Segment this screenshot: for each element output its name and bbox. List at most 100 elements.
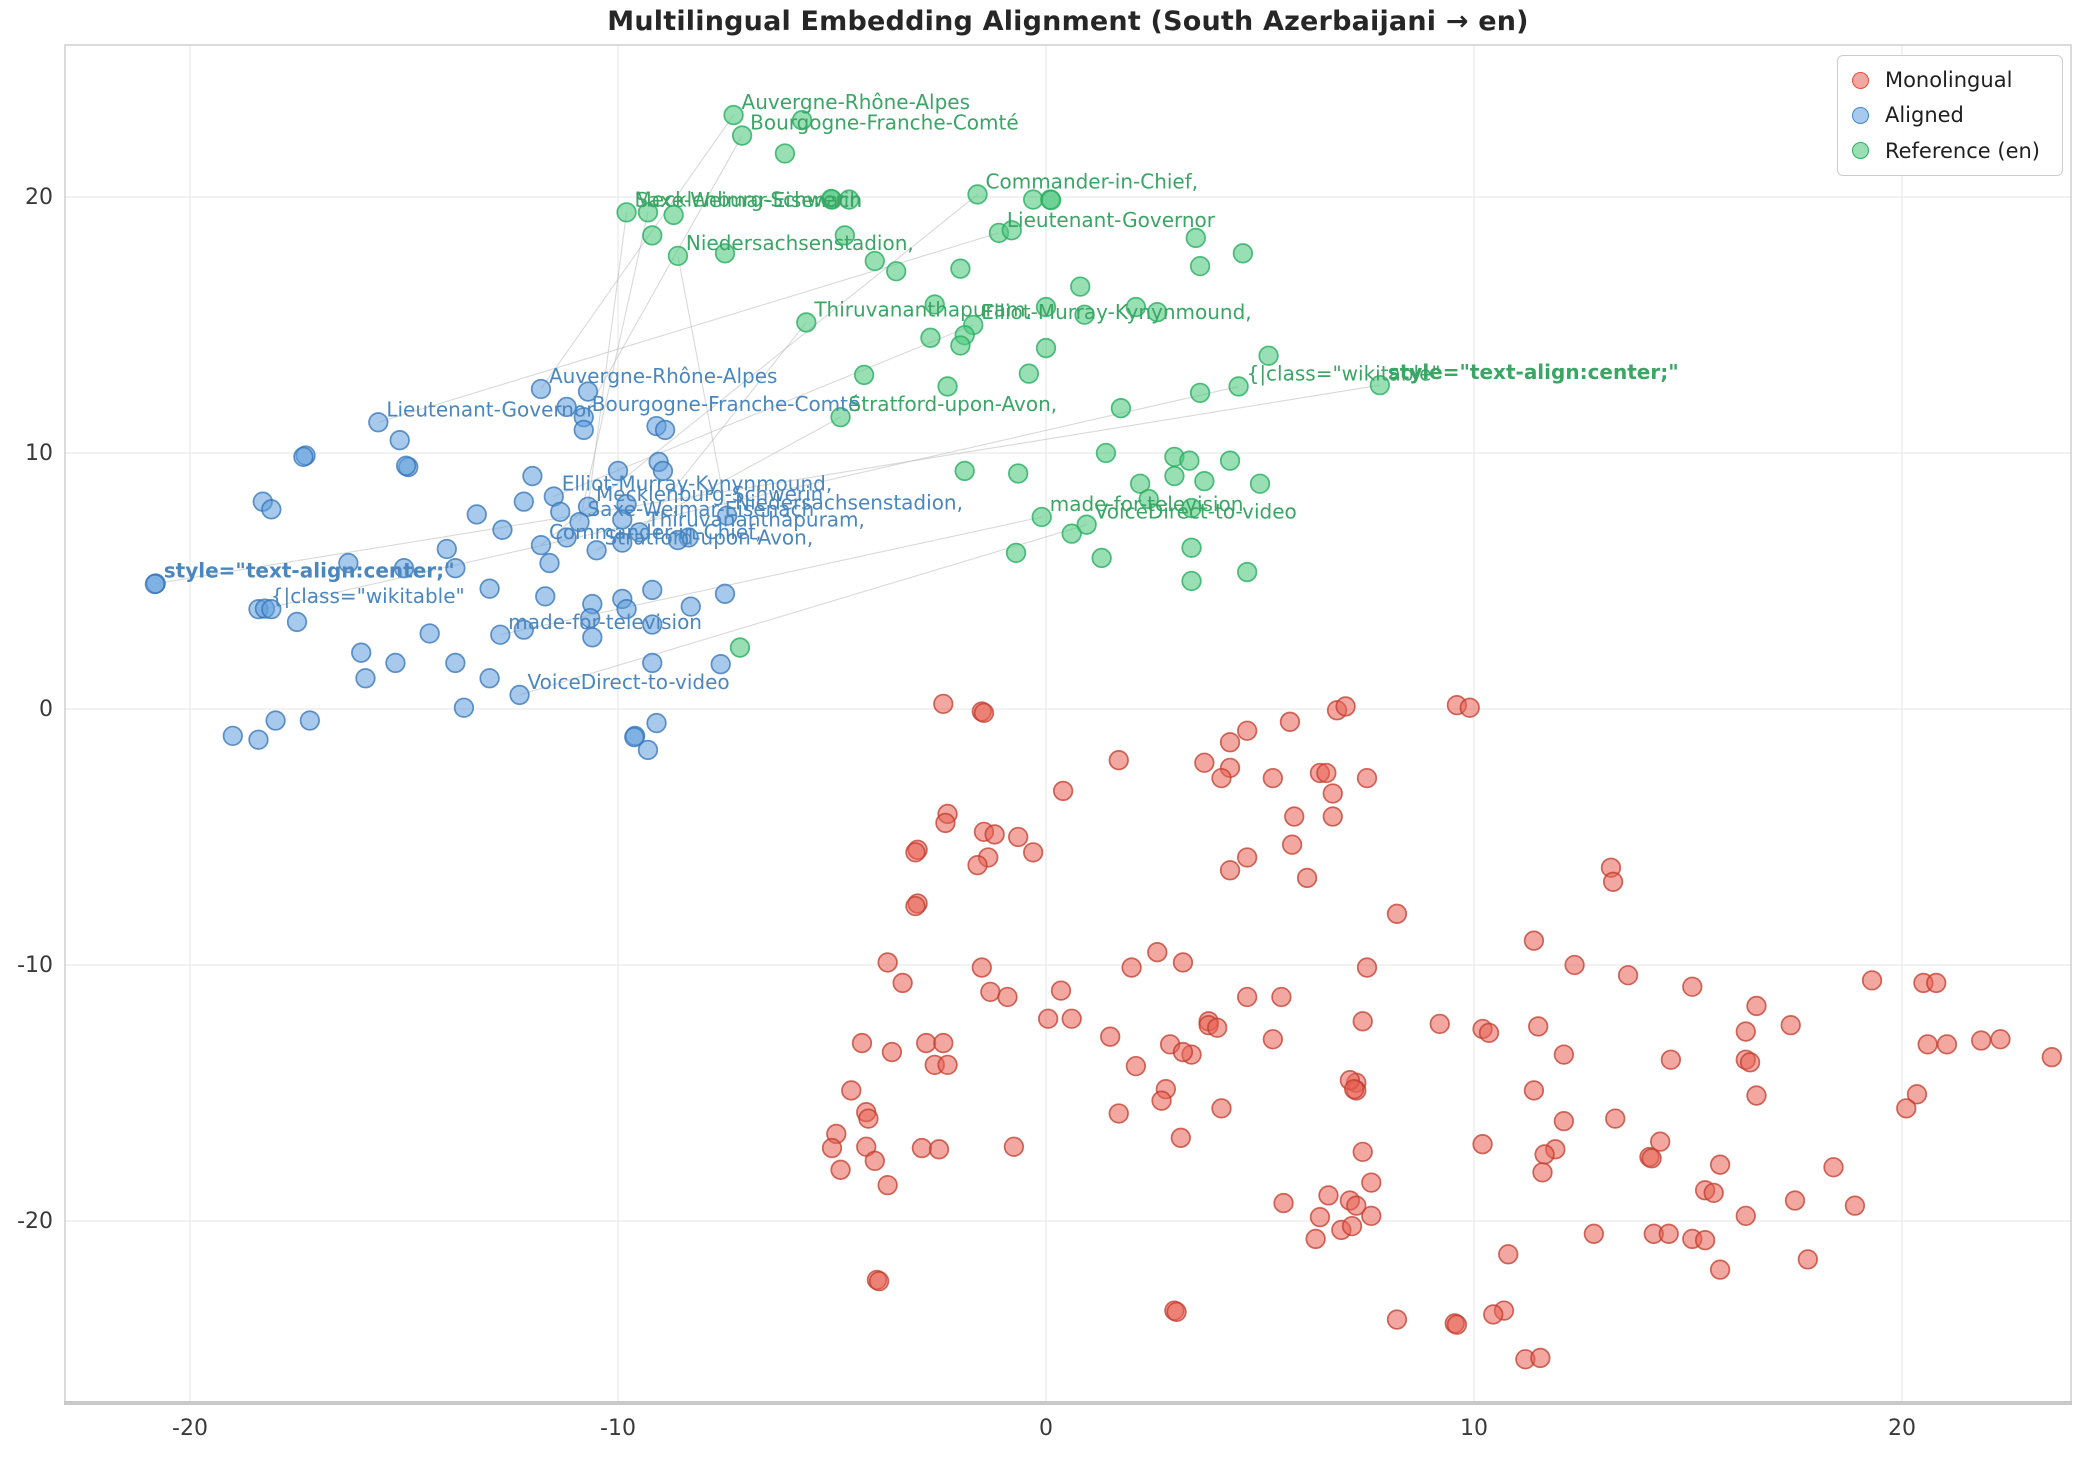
data-point-aligned <box>261 599 282 620</box>
legend-label: Monolingual <box>1884 68 2013 92</box>
data-point-aligned <box>248 729 269 750</box>
data-point-monolingual <box>821 1137 843 1159</box>
point-annotation: made-for-television <box>1050 492 1244 516</box>
data-point-reference-en <box>1181 497 1202 519</box>
data-point-monolingual <box>1917 1034 1938 1055</box>
point-annotation: Lieutenant-Governor <box>386 397 595 421</box>
data-point-aligned <box>490 624 511 645</box>
data-point-monolingual <box>1478 1022 1500 1043</box>
legend: Monolingual Aligned Reference (en) <box>1836 55 2063 177</box>
data-point-aligned <box>577 496 599 517</box>
data-point-reference-en <box>1035 337 1057 359</box>
data-point-reference-en <box>714 243 736 264</box>
data-point-monolingual <box>1709 1154 1731 1175</box>
data-point-aligned <box>646 712 667 734</box>
data-point-monolingual <box>1459 697 1480 718</box>
data-point-monolingual <box>1658 1223 1679 1244</box>
data-point-monolingual <box>1844 1195 1866 1216</box>
data-point-aligned <box>680 596 701 617</box>
data-point-monolingual <box>1170 1127 1191 1148</box>
data-point-aligned <box>642 652 663 674</box>
data-point-aligned <box>368 412 389 433</box>
alignment-line <box>540 194 978 546</box>
data-point-aligned <box>616 599 637 620</box>
data-point-monolingual <box>830 1159 851 1180</box>
data-point-monolingual <box>1219 732 1241 753</box>
data-point-reference-en <box>663 204 684 226</box>
data-point-aligned <box>479 668 500 689</box>
data-point-aligned <box>607 460 629 482</box>
data-point-aligned <box>624 727 645 748</box>
point-annotation: Elliot-Murray-Kynynmound, <box>562 472 832 496</box>
data-point-monolingual <box>1335 696 1356 717</box>
data-point-monolingual <box>1211 767 1232 789</box>
data-point-monolingual <box>1472 1134 1493 1155</box>
data-point-monolingual <box>1061 1008 1082 1029</box>
data-point-reference-en <box>1228 376 1249 397</box>
data-point-monolingual <box>1271 986 1292 1008</box>
data-point-monolingual <box>1746 1085 1767 1106</box>
data-point-aligned <box>286 611 308 633</box>
data-point-aligned <box>436 538 457 560</box>
data-point-aligned <box>222 725 243 747</box>
x-tick-label: 10 <box>1460 1416 1488 1441</box>
chart-title: Multilingual Embedding Alignment (South … <box>607 6 1529 37</box>
data-point-monolingual <box>1746 995 1767 1017</box>
alignment-line <box>583 135 743 418</box>
data-point-aligned <box>144 573 166 595</box>
data-point-aligned <box>586 540 607 561</box>
data-point-reference-en <box>1232 243 1254 264</box>
data-point-reference-en <box>667 245 689 267</box>
data-point-monolingual <box>1151 1090 1172 1111</box>
legend-label: Reference (en) <box>1884 138 2040 163</box>
data-point-aligned <box>550 501 571 523</box>
data-point-reference-en <box>1035 296 1057 318</box>
data-point-aligned <box>642 579 663 601</box>
data-point-aligned <box>612 509 633 530</box>
data-point-monolingual <box>1356 957 1378 978</box>
y-tick-label: 10 <box>25 441 53 466</box>
data-point-reference-en <box>1130 473 1151 494</box>
data-point-monolingual <box>1703 1182 1724 1203</box>
data-point-monolingual <box>1166 1301 1187 1323</box>
data-point-monolingual <box>1641 1148 1662 1169</box>
x-tick-label: -10 <box>600 1416 636 1441</box>
data-point-aligned <box>714 583 736 604</box>
data-point-monolingual <box>973 702 995 723</box>
data-point-reference-en <box>796 312 817 333</box>
data-point-monolingual <box>1125 1055 1147 1077</box>
alignment-line <box>540 114 735 390</box>
data-point-reference-en <box>1369 375 1390 396</box>
point-annotation: {|class="wikitable" <box>271 584 465 608</box>
data-point-monolingual <box>1564 954 1585 976</box>
data-point-monolingual <box>2041 1047 2062 1068</box>
alignment-line <box>638 322 807 533</box>
data-point-monolingual <box>1971 1030 1992 1051</box>
data-point-monolingual <box>935 812 956 834</box>
y-tick-label: 0 <box>39 697 53 722</box>
data-point-monolingual <box>1896 1098 1917 1119</box>
data-point-reference-en <box>1194 471 1215 492</box>
data-point-reference-en <box>838 189 860 210</box>
data-point-aligned <box>299 710 320 731</box>
data-point-aligned <box>445 652 466 674</box>
point-annotation: Auvergne-Rhône-Alpes <box>742 90 971 114</box>
data-point-monolingual <box>933 1032 954 1054</box>
alignment-line <box>677 255 728 516</box>
data-point-monolingual <box>1602 871 1624 892</box>
data-point-monolingual <box>868 1271 890 1292</box>
data-point-aligned <box>530 378 552 400</box>
y-tick-label: 20 <box>25 185 53 210</box>
data-point-monolingual <box>1008 826 1029 848</box>
data-point-aligned <box>265 710 286 731</box>
data-point-monolingual <box>1936 1034 1958 1055</box>
point-annotation: Saxe-Weimar-Eisenach <box>587 497 814 521</box>
data-point-aligned <box>419 623 440 644</box>
data-point-reference-en <box>1185 227 1206 249</box>
data-point-reference-en <box>1249 473 1271 494</box>
data-point-monolingual <box>1682 976 1703 997</box>
point-annotation: Thiruvananthapuram, <box>646 507 865 531</box>
data-point-reference-en <box>950 258 971 279</box>
data-point-reference-en <box>1061 523 1082 544</box>
